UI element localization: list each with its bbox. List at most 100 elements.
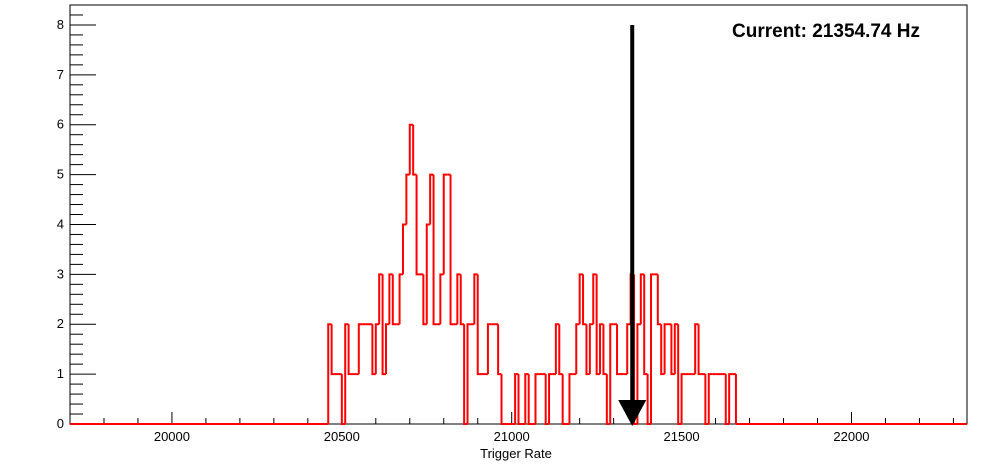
histogram-bin: [340, 374, 346, 425]
histogram-bin: [588, 323, 594, 375]
histogram-bin: [347, 324, 353, 376]
histogram-bin: [442, 173, 448, 275]
current-rate-marker: [618, 24, 647, 426]
histogram-bin: [602, 324, 607, 376]
histogram-bin: [558, 324, 563, 376]
histogram-bin: [388, 273, 393, 325]
histogram-bin: [639, 273, 645, 325]
histogram-bin: [707, 373, 713, 424]
histogram-bin: [544, 374, 550, 425]
histogram-bin: [391, 274, 397, 326]
histogram-bin: [724, 374, 730, 425]
histogram-bin: [595, 274, 601, 376]
histogram-bin: [439, 273, 444, 325]
histogram-bin: [626, 323, 631, 375]
y-tick-label: 4: [57, 216, 64, 231]
y-tick-label: 3: [57, 266, 64, 281]
histogram-bin: [408, 123, 414, 175]
x-tick-label: 20500: [324, 429, 360, 444]
histogram-bin: [643, 274, 648, 376]
histogram-bin: [673, 323, 679, 375]
histogram-bin: [466, 323, 471, 424]
marker-arrow-head: [618, 400, 647, 426]
y-tick-label: 7: [57, 67, 64, 82]
histogram-bin: [398, 273, 403, 325]
histogram-bin: [497, 324, 502, 376]
histogram-bin: [405, 173, 410, 225]
histogram-bin: [514, 373, 519, 424]
histogram-bin: [616, 324, 621, 376]
histogram-bin: [605, 374, 611, 425]
histogram-bin: [456, 273, 461, 325]
y-tick-label: 2: [57, 316, 64, 331]
histogram-bin: [568, 373, 573, 424]
x-tick-label: 21500: [664, 429, 700, 444]
histogram-bin: [524, 373, 529, 424]
histogram-bin: [381, 274, 386, 376]
histogram-bin: [425, 223, 431, 325]
x-axis-label: Trigger Rate: [480, 446, 552, 461]
histogram-bin: [517, 374, 522, 425]
histogram-bin: [704, 374, 709, 425]
histogram-bin: [534, 373, 539, 424]
histogram-bin: [677, 324, 682, 425]
y-tick-label: 1: [57, 366, 64, 381]
histogram-bin: [609, 323, 614, 424]
histogram-bin: [578, 273, 584, 325]
histogram-bin: [429, 173, 434, 225]
histogram-bin: [599, 323, 604, 375]
y-tick-label: 0: [57, 416, 64, 431]
histogram-series: [70, 123, 967, 425]
current-rate-annotation: Current: 21354.74 Hz: [732, 21, 920, 42]
histogram-bin: [330, 324, 336, 376]
histogram-bin: [694, 323, 699, 375]
histogram-bin: [575, 323, 580, 375]
x-tick-label: 22000: [833, 429, 869, 444]
histogram-bin: [432, 174, 437, 326]
y-tick-label: 5: [57, 167, 64, 182]
histogram-bin: [459, 274, 465, 326]
x-tick-label: 21000: [494, 429, 530, 444]
x-axis: 20000 20500 21000 21500 22000: [69, 412, 954, 444]
histogram-bin: [650, 273, 655, 424]
histogram-bin: [486, 323, 492, 375]
histogram-bin: [500, 374, 505, 425]
y-tick-label: 8: [57, 17, 64, 32]
histogram-bin: [561, 374, 567, 425]
histogram-bin: [663, 323, 668, 375]
histogram-bin: [582, 274, 587, 326]
histogram-bin: [384, 323, 390, 375]
histogram-bin: [412, 124, 417, 176]
histogram-bin: [592, 273, 597, 325]
histogram-bin: [327, 323, 332, 424]
histogram-bin: [378, 273, 383, 325]
histogram-bin: [680, 373, 685, 424]
y-axis: 0 1 2 3 4 5 6 7 8: [57, 4, 96, 431]
histogram-bin: [415, 174, 420, 276]
histogram-bin: [473, 273, 478, 325]
histogram-bin: [636, 323, 641, 424]
histogram-bin: [344, 323, 349, 424]
histogram-bin: [554, 323, 560, 375]
histogram-bin: [728, 373, 733, 424]
histogram-bin: [585, 324, 590, 376]
histogram-bin: [422, 274, 427, 326]
histogram-bin: [660, 324, 665, 376]
histogram-bin: [401, 223, 407, 275]
histogram-bin: [374, 323, 380, 375]
x-tick-label: 20000: [154, 429, 190, 444]
histogram-bin: [371, 324, 376, 376]
histogram-bin: [449, 174, 454, 326]
histogram-bin: [646, 374, 652, 425]
histogram-bin: [463, 324, 468, 425]
histogram-bin: [357, 323, 363, 375]
histogram-bin: [548, 373, 553, 424]
histogram-bin: [670, 324, 675, 376]
y-tick-label: 6: [57, 117, 64, 132]
histogram-bin: [697, 324, 702, 376]
histogram-bin: [527, 374, 533, 425]
histogram-bin: [476, 274, 482, 376]
histogram-bin: [656, 274, 662, 326]
